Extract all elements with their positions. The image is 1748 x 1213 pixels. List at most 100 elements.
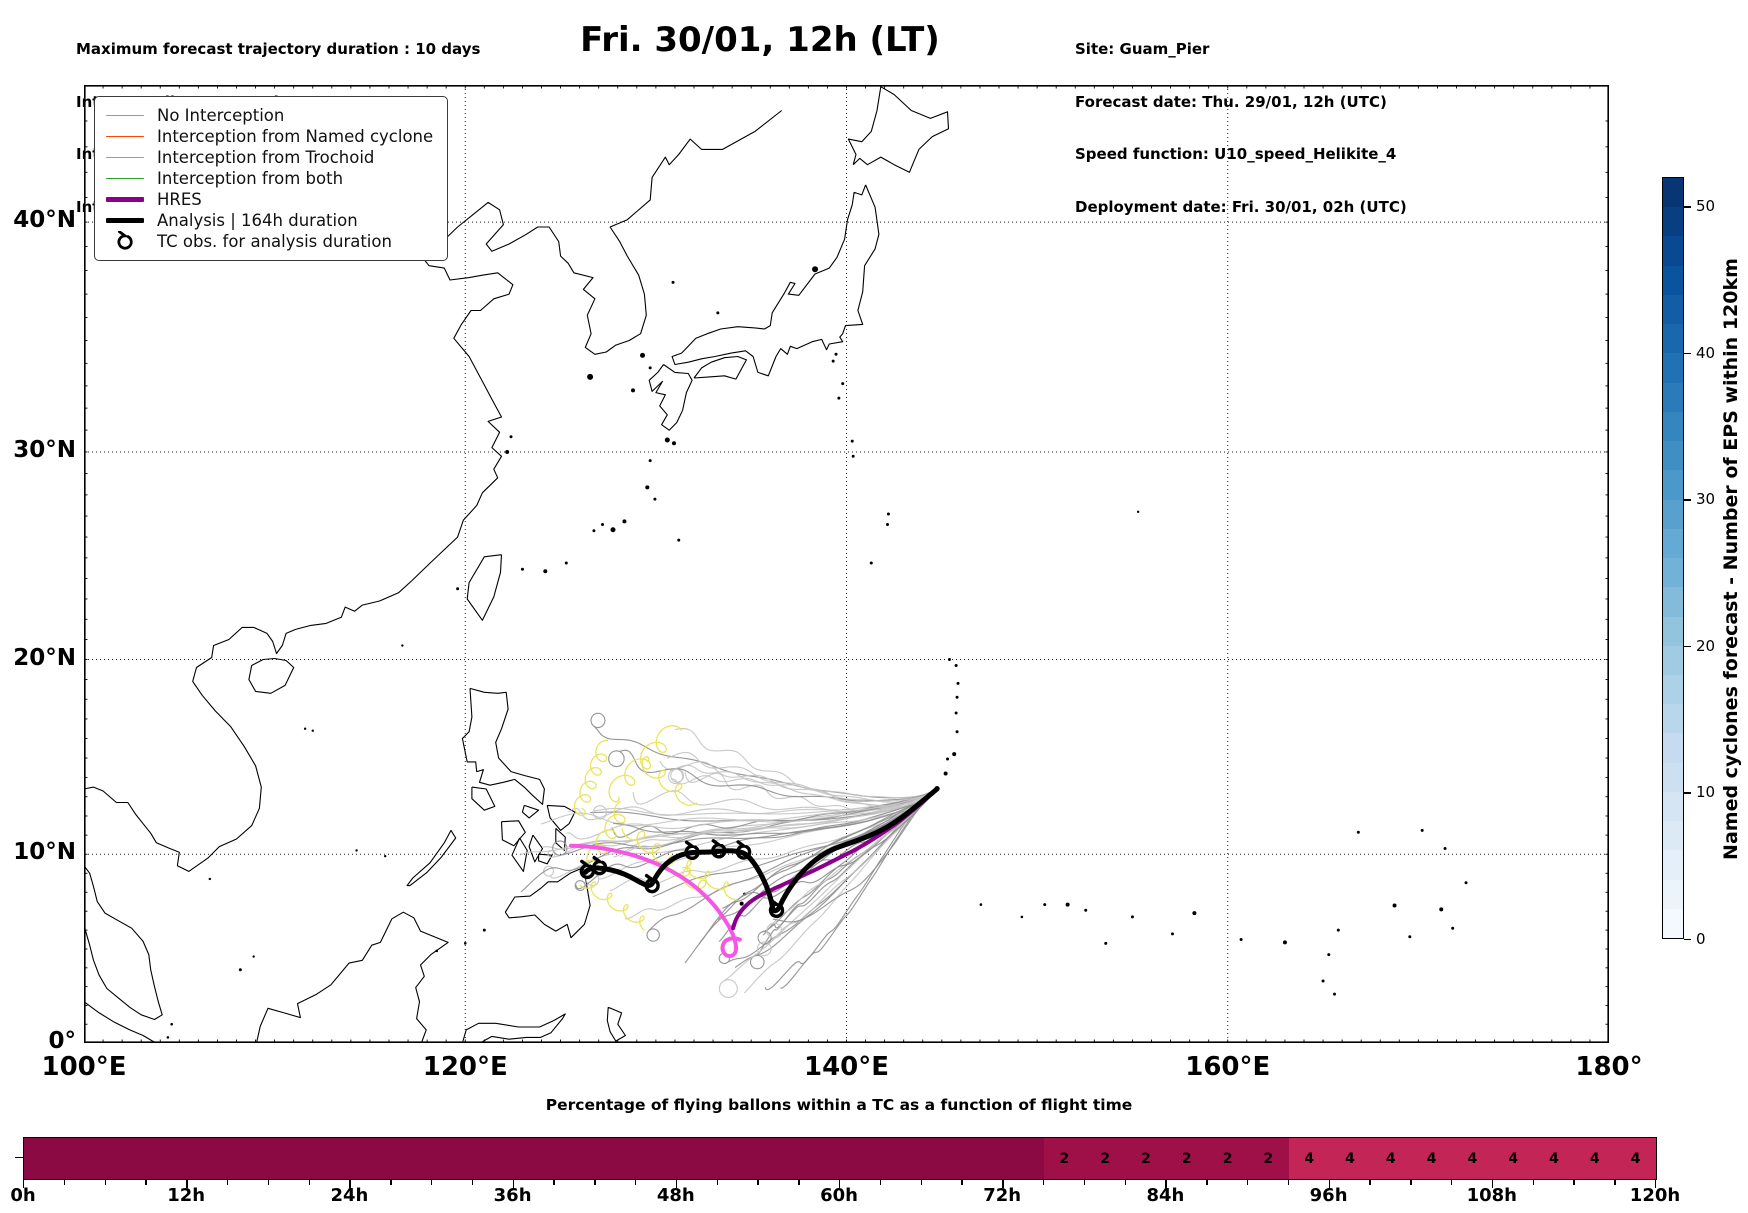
ensemble-trajectory (698, 788, 938, 945)
colorbar-tick (1684, 792, 1691, 794)
info-line: Forecast date: Thu. 29/01, 12h (UTC) (1075, 92, 1387, 111)
bar-axis-tick (23, 1179, 25, 1188)
bar-axis-tick (961, 1179, 963, 1185)
bar-time-label: 12h (167, 1185, 206, 1206)
legend-label: Analysis | 164h duration (157, 211, 358, 230)
trochoid-trajectory (608, 725, 683, 803)
bar-axis-tick (1287, 1179, 1290, 1185)
bar-axis-tick (1124, 1179, 1126, 1185)
legend-item: HRES (105, 189, 433, 210)
bar-axis-tick (798, 1179, 800, 1185)
legend-label: Interception from Trochoid (157, 148, 375, 167)
bar-axis-tick (1002, 1179, 1004, 1188)
bar-axis-tick (1532, 1179, 1534, 1185)
legend-item: Interception from Named cyclone (105, 126, 433, 147)
ensemble-trajectory (722, 788, 938, 909)
bar-axis-tick (1410, 1179, 1412, 1185)
colorbar-tick-label: 50 (1696, 197, 1716, 216)
bar-axis-tick (1573, 1179, 1575, 1185)
y-tick-label: 0° (48, 1027, 76, 1054)
colorbar-step (1663, 382, 1683, 412)
bar-axis-tick (675, 1179, 678, 1188)
coastlines-layer (84, 86, 1468, 1043)
colorbar-step (1663, 587, 1683, 617)
legend-item: Analysis | 164h duration (105, 210, 433, 231)
bar-value-label: 2 (1263, 1150, 1274, 1167)
tc-forecast-track (569, 843, 742, 959)
bar-y-tick (15, 1157, 23, 1159)
bar-value-label: 4 (1630, 1150, 1641, 1167)
flight-time-percentage-bar: 2 2 2 2 2 2 4 4 4 4 4 4 4 4 4 (23, 1137, 1657, 1180)
bar-axis-tick (839, 1179, 841, 1188)
ensemble-trajectory (613, 788, 938, 836)
y-tick-label: 30°N (13, 436, 76, 463)
legend: No Interception Interception from Named … (94, 96, 449, 261)
ensemble-trajectory (620, 788, 938, 858)
bar-axis-tick (1369, 1179, 1371, 1185)
bar-axis-tick (1451, 1179, 1453, 1185)
bar-axis-tick (757, 1179, 759, 1185)
colorbar-step (1663, 470, 1683, 500)
colorbar-step (1663, 791, 1683, 822)
colorbar-tick-label: 30 (1696, 490, 1716, 509)
colorbar-tick (1684, 645, 1691, 648)
legend-label: Interception from both (157, 169, 344, 188)
cyclone-icon (684, 840, 700, 860)
colorbar-step (1663, 528, 1683, 559)
bar-value-label: 4 (1345, 1150, 1355, 1167)
bar-value-label: 2 (1100, 1150, 1111, 1167)
colorbar-tick-label: 40 (1696, 343, 1716, 362)
colorbar-step (1663, 294, 1683, 325)
site-forecast-info: Site: Guam_Pier Forecast date: Thu. 29/0… (1075, 6, 1407, 251)
ensemble-trajectory (574, 788, 938, 892)
legend-item: Interception from both (105, 168, 433, 189)
trajectory-map-canvas (84, 85, 1610, 1044)
colorbar-step (1663, 879, 1683, 909)
colorbar-step (1663, 236, 1683, 266)
info-line: Deployment date: Fri. 30/01, 02h (UTC) (1075, 197, 1407, 216)
trochoid-trajectory (621, 828, 707, 890)
ensemble-trajectory (608, 749, 938, 802)
map-border (84, 85, 1610, 1044)
colorbar-step (1663, 499, 1683, 529)
colorbar-step (1663, 324, 1683, 354)
bar-axis-tick (1247, 1179, 1249, 1185)
bar-axis-tick (431, 1179, 433, 1185)
legend-item: Interception from Trochoid (105, 147, 433, 168)
bar-axis-tick (1328, 1179, 1330, 1188)
colorbar-step (1663, 411, 1683, 442)
bar-time-label: 48h (656, 1185, 695, 1206)
x-tick-label: 100°E (41, 1052, 127, 1082)
bar-axis-tick (186, 1179, 188, 1188)
y-tick-label: 20°N (13, 644, 76, 671)
bar-axis-tick (63, 1179, 66, 1185)
bottom-bar-title: Percentage of flying ballons within a TC… (545, 1096, 1133, 1114)
bar-time-label: 120h (1629, 1185, 1681, 1206)
ensemble-trajectory (667, 764, 938, 807)
map-plot-area (84, 85, 1610, 1044)
colorbar-tick (1684, 352, 1691, 355)
bar-axis-tick (716, 1179, 718, 1185)
x-tick-label: 140°E (803, 1052, 890, 1082)
bar-time-label: 84h (1146, 1185, 1185, 1206)
colorbar-step (1663, 821, 1683, 851)
bar-axis-tick (1655, 1179, 1657, 1188)
bar-time-label: 24h (330, 1185, 369, 1206)
bar-time-label: 36h (493, 1185, 532, 1206)
bar-time-label: 108h (1466, 1185, 1517, 1206)
bar-axis-tick (512, 1179, 514, 1188)
legend-item: TC obs. for analysis duration (105, 230, 433, 252)
legend-label: HRES (157, 190, 202, 209)
ensemble-trajectory (590, 712, 938, 799)
bar-segment (1288, 1138, 1656, 1179)
bar-value-label: 2 (1059, 1150, 1070, 1167)
bar-time-label: 72h (983, 1185, 1022, 1206)
cyclone-icon (591, 855, 608, 876)
bar-value-label: 4 (1426, 1150, 1437, 1167)
legend-label: No Interception (157, 106, 285, 125)
ensemble-trajectory (624, 788, 938, 920)
page-title: Fri. 30/01, 12h (LT) (580, 20, 940, 60)
tc-obs-markers (579, 839, 785, 918)
colorbar-step (1663, 178, 1683, 208)
